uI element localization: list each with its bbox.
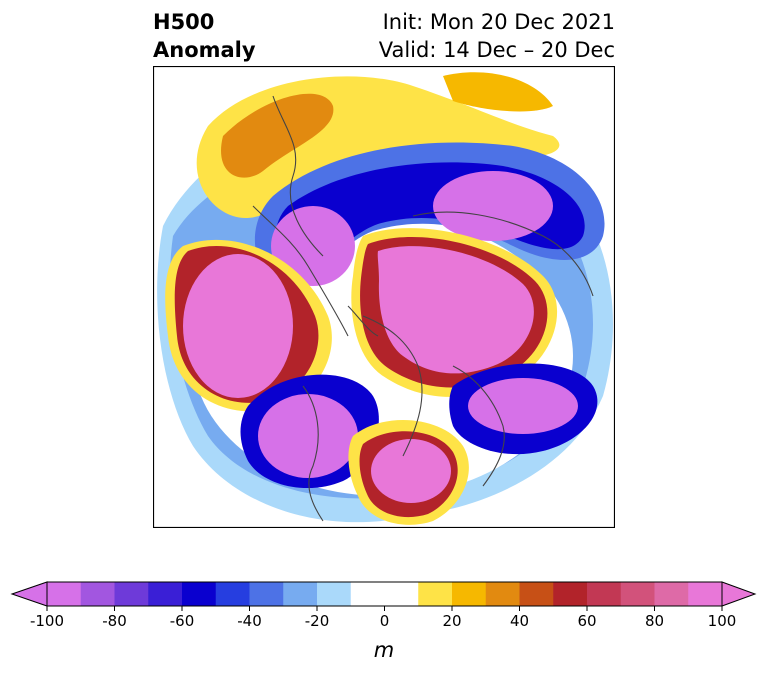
field-positive-west-core [183,254,293,398]
colorbar-box [519,582,554,606]
field-negative-scandinavia-core [271,206,355,286]
colorbar-box [182,582,217,606]
title-field: Anomaly [153,38,256,62]
colorbar-unit: m [374,638,394,662]
colorbar-tick-label: -40 [237,612,262,630]
colorbar-tick-label: 100 [708,612,737,630]
colorbar-box [485,582,520,606]
colorbar-tick-label: 60 [577,612,596,630]
colorbar-box [620,582,655,606]
colorbar-box [114,582,149,606]
colorbar: -100 -80 -60 -40 -20 0 20 40 60 80 100 m [10,581,757,662]
field-positive-north-orange [443,72,553,112]
colorbar-tick-label: 80 [645,612,664,630]
colorbar-box [418,582,453,606]
colorbar-box [148,582,183,606]
colorbar-tick-label: 0 [380,612,390,630]
colorbar-boxes [10,581,757,607]
colorbar-tick-label: -80 [102,612,127,630]
field-positive-south-core [371,439,451,503]
field-positive-northwest-inner [221,93,334,178]
colorbar-box [47,582,82,606]
field-positive-central-core [377,246,534,374]
field-negative-southwest-core [258,394,358,478]
title-left: H500 Anomaly [153,8,256,64]
colorbar-box [452,582,487,606]
colorbar-tick-label: 20 [442,612,461,630]
title-variable: H500 [153,10,215,34]
colorbar-box [350,582,419,606]
title-init: Init: Mon 20 Dec 2021 [382,10,615,34]
colorbar-tick-label: -100 [30,612,64,630]
colorbar-extend-high [721,581,757,607]
colorbar-tick-label: -20 [305,612,330,630]
field-negative-siberia-core [433,171,553,241]
colorbar-box [283,582,318,606]
colorbar-box [249,582,284,606]
colorbar-box [587,582,622,606]
colorbar-extend-low [10,581,48,607]
field-negative-southeast-core [468,378,578,434]
anomaly-map [153,66,615,528]
colorbar-box [317,582,352,606]
coastlines [252,95,594,522]
colorbar-box [215,582,250,606]
colorbar-box [654,582,689,606]
colorbar-box [80,582,115,606]
colorbar-tick-label: 40 [510,612,529,630]
colorbar-ticks: -100 -80 -60 -40 -20 0 20 40 60 80 100 [30,606,736,630]
colorbar-tick-label: -60 [170,612,195,630]
title-right: Init: Mon 20 Dec 2021 Valid: 14 Dec – 20… [379,8,615,64]
title-valid: Valid: 14 Dec – 20 Dec [378,38,615,62]
colorbar-box [688,582,723,606]
colorbar-box [553,582,588,606]
